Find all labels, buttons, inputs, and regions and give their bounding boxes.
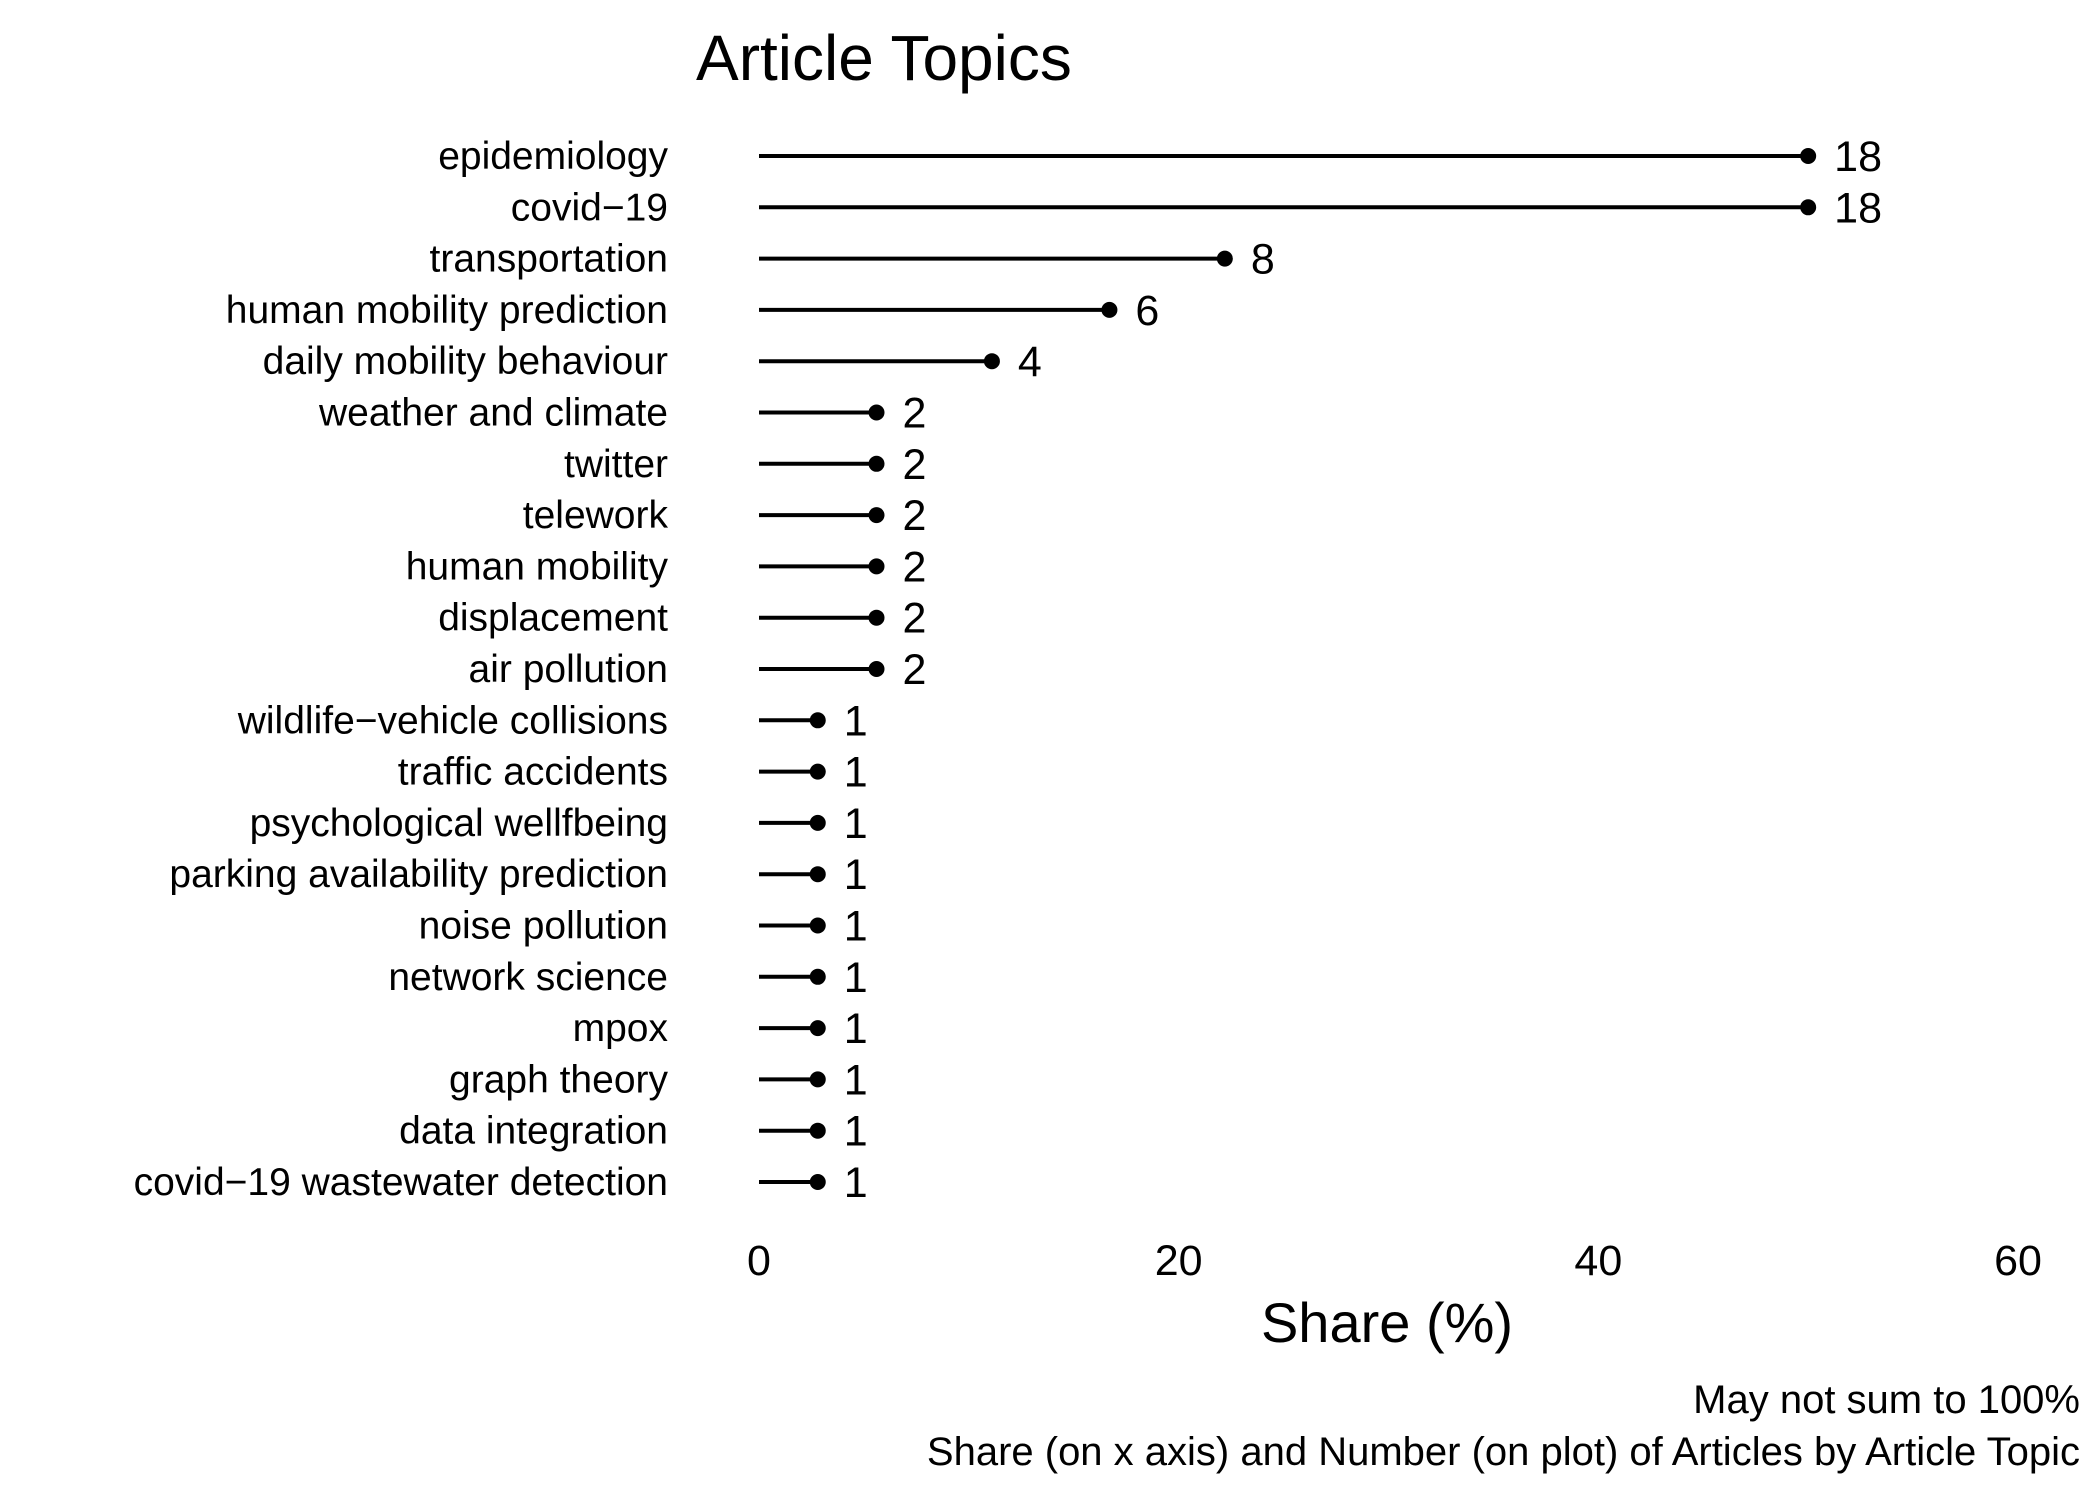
- value-label: 18: [1834, 133, 1882, 181]
- category-label: epidemiology: [438, 135, 668, 178]
- value-label: 2: [903, 595, 927, 643]
- data-point: [868, 558, 885, 575]
- value-label: 2: [903, 646, 927, 694]
- data-point: [868, 455, 885, 472]
- value-label: 1: [844, 749, 868, 797]
- value-label: 2: [903, 492, 927, 540]
- x-axis-title: Share (%): [1261, 1291, 1513, 1354]
- value-label: 2: [903, 390, 927, 438]
- chart-row: weather and climate 2: [318, 390, 926, 438]
- value-label: 1: [844, 903, 868, 951]
- data-point: [1216, 250, 1233, 267]
- chart-row: parking availability prediction 1: [169, 851, 867, 899]
- data-point: [809, 1174, 826, 1190]
- category-label: parking availability prediction: [169, 853, 668, 896]
- data-point: [868, 404, 885, 421]
- category-label: graph theory: [449, 1058, 668, 1101]
- value-label: 8: [1251, 236, 1275, 284]
- chart-row: air pollution 2: [469, 646, 927, 694]
- chart-row: human mobility 2: [406, 543, 927, 591]
- category-label: human mobility: [406, 545, 669, 588]
- data-point: [1800, 148, 1817, 164]
- chart-row: covid−19 18: [511, 184, 1882, 232]
- category-label: data integration: [399, 1110, 668, 1153]
- data-point: [868, 609, 885, 626]
- data-point: [809, 1122, 826, 1139]
- x-axis-ticks: 0 20 40 60: [747, 1237, 2042, 1285]
- category-label: transportation: [430, 238, 668, 281]
- category-label: displacement: [438, 597, 668, 640]
- value-label: 1: [844, 1159, 868, 1207]
- caption-line-2: Share (on x axis) and Number (on plot) o…: [927, 1430, 2080, 1474]
- chart-row: telework 2: [523, 492, 927, 540]
- category-label: air pollution: [469, 648, 668, 691]
- value-label: 1: [844, 1108, 868, 1156]
- chart-row: network science 1: [388, 954, 867, 1002]
- category-label: psychological wellfbeing: [250, 802, 668, 845]
- data-point: [1800, 199, 1817, 216]
- data-point: [809, 814, 826, 831]
- chart-row: mpox 1: [573, 1005, 868, 1053]
- value-label: 1: [844, 954, 868, 1002]
- value-label: 2: [903, 441, 927, 489]
- value-label: 6: [1135, 287, 1159, 335]
- data-point: [809, 712, 826, 729]
- data-point: [868, 661, 885, 677]
- value-label: 2: [903, 543, 927, 591]
- x-tick-label: 0: [747, 1237, 771, 1285]
- data-point: [809, 866, 826, 883]
- data-point: [1101, 301, 1118, 318]
- data-point: [868, 507, 885, 524]
- category-label: noise pollution: [419, 905, 668, 948]
- chart-row: psychological wellfbeing 1: [250, 800, 868, 848]
- category-label: covid−19: [511, 186, 668, 229]
- chart-row: traffic accidents 1: [398, 749, 868, 797]
- category-label: twitter: [564, 443, 668, 486]
- chart-row: twitter 2: [564, 441, 926, 489]
- chart-row: data integration 1: [399, 1108, 868, 1156]
- data-point: [809, 968, 826, 985]
- data-point: [809, 1020, 826, 1037]
- value-label: 1: [844, 697, 868, 745]
- category-label: weather and climate: [318, 392, 668, 435]
- chart-row: daily mobility behaviour 4: [263, 338, 1042, 386]
- chart-row: transportation 8: [430, 236, 1275, 284]
- category-label: telework: [523, 494, 669, 537]
- category-label: network science: [388, 956, 668, 999]
- chart-row: wildlife−vehicle collisions 1: [237, 697, 868, 745]
- chart-row: epidemiology 18: [438, 133, 1882, 181]
- value-label: 1: [844, 1056, 868, 1104]
- chart-row: graph theory 1: [449, 1056, 868, 1104]
- x-tick-label: 20: [1155, 1237, 1203, 1285]
- value-label: 1: [844, 800, 868, 848]
- chart-row: human mobility prediction 6: [226, 287, 1160, 335]
- value-label: 18: [1834, 184, 1882, 232]
- chart-title: Article Topics: [696, 22, 1072, 94]
- value-label: 1: [844, 1005, 868, 1053]
- data-point: [809, 1071, 826, 1088]
- x-tick-label: 60: [1994, 1237, 2042, 1285]
- category-label: traffic accidents: [398, 751, 668, 794]
- value-label: 1: [844, 851, 868, 899]
- caption-line-1: May not sum to 100%: [1693, 1378, 2080, 1422]
- x-tick-label: 40: [1574, 1237, 1622, 1285]
- data-point: [809, 917, 826, 934]
- data-point: [809, 763, 826, 780]
- data-point: [983, 353, 1000, 370]
- category-label: wildlife−vehicle collisions: [237, 699, 668, 742]
- chart-row: covid−19 wastewater detection 1: [134, 1159, 868, 1207]
- category-label: covid−19 wastewater detection: [134, 1161, 668, 1204]
- category-label: mpox: [573, 1007, 669, 1050]
- chart-row: noise pollution 1: [419, 903, 868, 951]
- chart-row: displacement 2: [438, 595, 926, 643]
- category-label: daily mobility behaviour: [263, 340, 668, 383]
- value-label: 4: [1018, 338, 1042, 386]
- data-rows: epidemiology 18 covid−19 18 transportation 8 h…: [134, 133, 1882, 1207]
- category-label: human mobility prediction: [226, 289, 668, 332]
